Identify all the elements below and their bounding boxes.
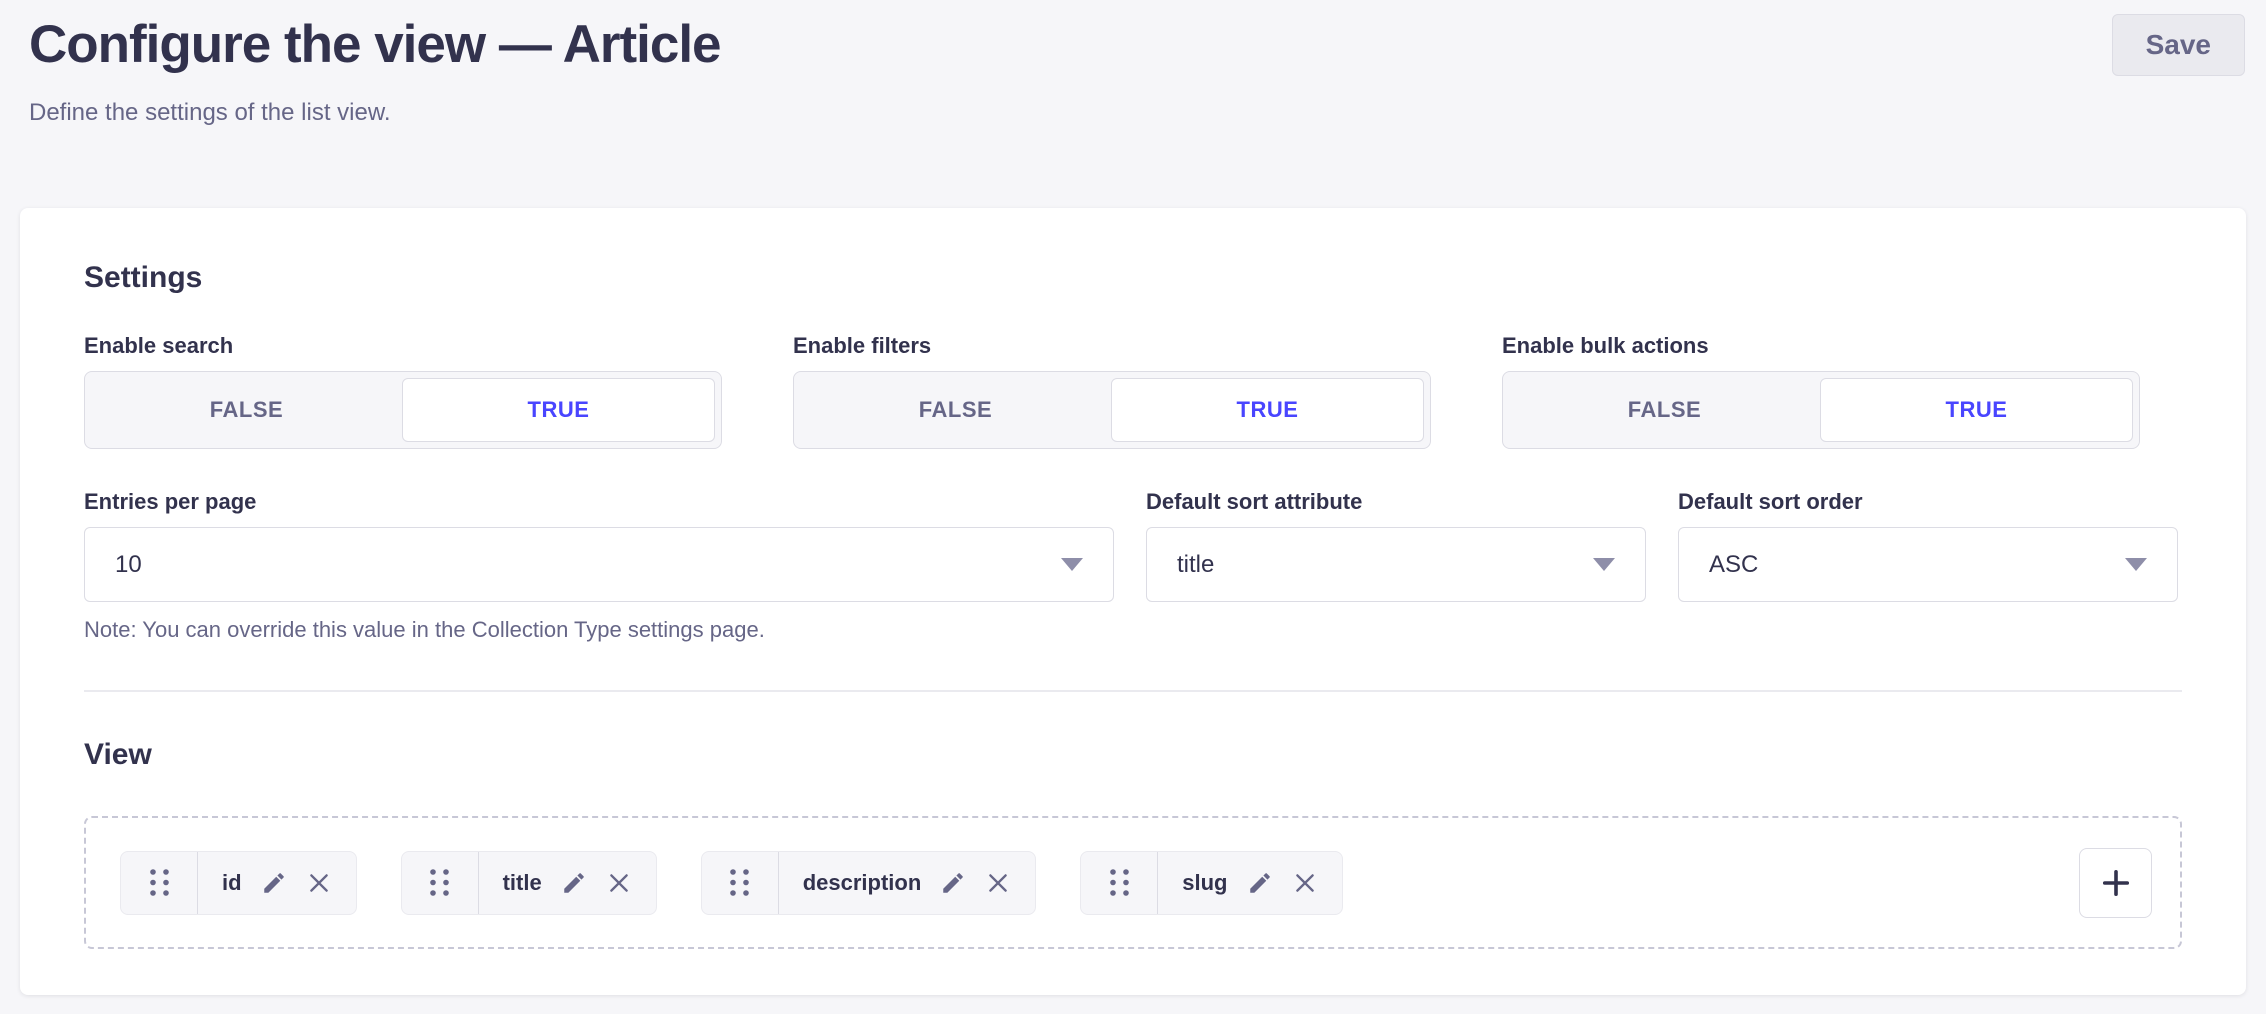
chip-label: description: [802, 869, 922, 895]
pencil-icon: [563, 872, 584, 893]
chip-label: slug: [1182, 869, 1228, 895]
pencil-icon: [943, 872, 964, 893]
chevron-down-icon: [2125, 558, 2147, 571]
add-field-button[interactable]: [2079, 847, 2152, 918]
toggles-row: Enable search FALSE TRUE Enable filters …: [84, 333, 2182, 449]
settings-card: Settings Enable search FALSE TRUE Enable…: [20, 208, 2246, 995]
settings-heading: Settings: [84, 261, 203, 294]
entries-per-page-select[interactable]: 10: [84, 527, 1114, 602]
close-icon: [989, 873, 1008, 892]
drag-handle-icon[interactable]: [1081, 851, 1159, 914]
chevron-down-icon: [1593, 558, 1615, 571]
remove-field-button[interactable]: [606, 870, 632, 896]
select-value: ASC: [1709, 550, 1759, 578]
remove-field-button[interactable]: [306, 870, 332, 896]
chip-label: id: [222, 869, 242, 895]
toggle-option-false[interactable]: FALSE: [918, 397, 993, 422]
edit-field-button[interactable]: [261, 870, 287, 896]
close-icon: [1295, 873, 1314, 892]
entries-per-page-note: Note: You can override this value in the…: [84, 617, 765, 642]
default-sort-attribute-label: Default sort attribute: [1146, 489, 1363, 514]
enable-search-label: Enable search: [84, 333, 234, 358]
selects-row: Entries per page 10 Note: You can overri…: [84, 489, 2182, 644]
remove-field-button[interactable]: [985, 870, 1011, 896]
field-enable-filters: Enable filters FALSE TRUE: [793, 333, 1431, 449]
enable-filters-label: Enable filters: [793, 333, 932, 358]
entries-per-page-label: Entries per page: [84, 489, 257, 514]
close-icon: [609, 873, 628, 892]
field-chip-slug: slug: [1080, 850, 1343, 915]
edit-field-button[interactable]: [1247, 870, 1273, 896]
drag-dots-icon: [430, 869, 449, 896]
field-default-sort-attribute: Default sort attribute title: [1146, 489, 1646, 644]
drag-dots-icon: [730, 869, 749, 896]
close-icon: [309, 873, 328, 892]
default-sort-order-label: Default sort order: [1678, 489, 1863, 514]
toggle-option-true[interactable]: TRUE: [402, 378, 715, 442]
save-button[interactable]: Save: [2111, 14, 2245, 76]
page-title: Configure the view — Article: [29, 15, 722, 74]
view-heading: View: [84, 738, 152, 771]
field-enable-search: Enable search FALSE TRUE: [84, 333, 722, 449]
select-value: 10: [115, 550, 142, 578]
toggle-option-false[interactable]: FALSE: [1627, 397, 1702, 422]
enable-search-toggle: FALSE TRUE: [84, 371, 722, 449]
default-sort-attribute-select[interactable]: title: [1146, 527, 1646, 602]
field-chip-id: id: [120, 850, 357, 915]
page-header: Configure the view — Article Define the …: [0, 0, 2266, 126]
drag-handle-icon[interactable]: [121, 851, 198, 914]
pencil-icon: [263, 872, 284, 893]
drag-dots-icon: [149, 869, 169, 896]
edit-field-button[interactable]: [561, 870, 587, 896]
page-subtitle: Define the settings of the list view.: [29, 99, 391, 126]
field-default-sort-order: Default sort order ASC: [1678, 489, 2178, 644]
select-value: title: [1177, 550, 1215, 578]
drag-handle-icon[interactable]: [402, 851, 479, 914]
displayed-fields-area: id: [84, 816, 2182, 949]
field-chip-title: title: [400, 850, 657, 915]
enable-bulk-actions-toggle: FALSE TRUE: [1502, 371, 2140, 449]
drag-dots-icon: [1109, 869, 1129, 896]
chip-label: title: [502, 869, 542, 895]
plus-icon: [2102, 869, 2129, 896]
default-sort-order-select[interactable]: ASC: [1678, 527, 2178, 602]
toggle-option-true[interactable]: TRUE: [1111, 378, 1424, 442]
toggle-option-false[interactable]: FALSE: [209, 397, 284, 422]
field-chip-description: description: [700, 850, 1037, 915]
chevron-down-icon: [1061, 558, 1083, 571]
pencil-icon: [1249, 872, 1270, 893]
remove-field-button[interactable]: [1292, 870, 1318, 896]
toggle-option-true[interactable]: TRUE: [1820, 378, 2133, 442]
edit-field-button[interactable]: [940, 870, 966, 896]
enable-filters-toggle: FALSE TRUE: [793, 371, 1431, 449]
field-entries-per-page: Entries per page 10 Note: You can overri…: [84, 489, 1114, 644]
section-divider: [84, 690, 2182, 692]
field-enable-bulk-actions: Enable bulk actions FALSE TRUE: [1502, 333, 2140, 449]
enable-bulk-actions-label: Enable bulk actions: [1502, 333, 1709, 358]
drag-handle-icon[interactable]: [702, 851, 779, 914]
